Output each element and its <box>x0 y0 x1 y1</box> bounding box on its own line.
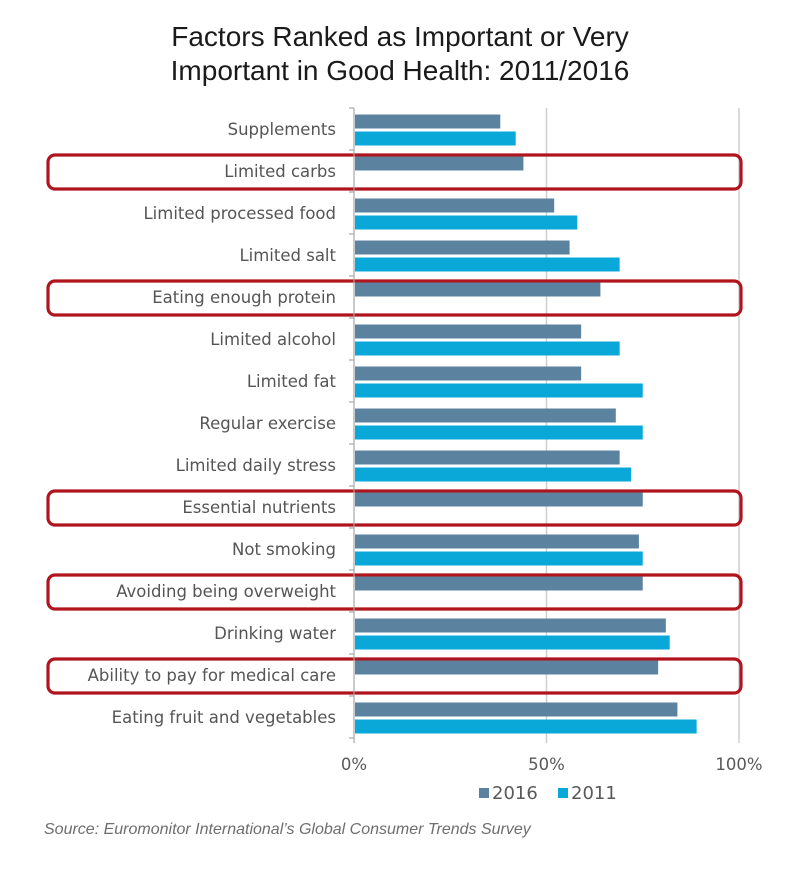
legend-swatch-2011 <box>558 788 568 798</box>
category-label: Limited alcohol <box>210 330 336 349</box>
legend-swatch-2016 <box>479 788 489 798</box>
category-label: Avoiding being overweight <box>116 582 336 601</box>
bar-2016 <box>355 450 620 465</box>
legend-label-2016: 2016 <box>492 783 538 804</box>
category-label: Eating fruit and vegetables <box>112 708 336 727</box>
bar-2016 <box>355 240 570 255</box>
category-label: Limited fat <box>247 372 337 391</box>
category-label: Limited daily stress <box>176 456 336 475</box>
bar-2011 <box>355 383 643 398</box>
highlight-box <box>46 657 743 695</box>
bar-2016 <box>355 114 501 129</box>
category-label: Essential nutrients <box>182 498 336 517</box>
category-label: Supplements <box>228 120 336 139</box>
category-label: Drinking water <box>214 624 336 643</box>
chart-title-line-1: Factors Ranked as Important or Very <box>171 21 629 52</box>
highlight-boxes <box>46 153 743 695</box>
bar-2016 <box>355 534 639 549</box>
highlight-box <box>46 279 743 317</box>
x-tick-label: 100% <box>715 755 762 774</box>
bar-2016 <box>355 618 666 633</box>
bar-2011 <box>355 425 643 440</box>
category-label: Ability to pay for medical care <box>88 666 336 685</box>
bar-2016 <box>355 660 659 675</box>
category-label: Limited carbs <box>224 162 336 181</box>
highlight-box <box>46 489 743 527</box>
bar-2016 <box>355 156 524 171</box>
bar-2011 <box>355 467 632 482</box>
bar-2016 <box>355 492 643 507</box>
bar-2011 <box>355 341 620 356</box>
x-tick-labels: 0% 50% 100% <box>341 755 763 774</box>
bar-2016 <box>355 576 643 591</box>
y-axis <box>349 107 355 743</box>
x-tick-label: 0% <box>341 755 367 774</box>
bar-2011 <box>355 635 670 650</box>
highlight-box <box>46 153 743 191</box>
source-note: Source: Euromonitor International’s Glob… <box>44 821 531 838</box>
bar-2011 <box>355 131 516 146</box>
category-label: Eating enough protein <box>152 288 336 307</box>
bar-2011 <box>355 551 643 566</box>
bar-2016 <box>355 702 678 717</box>
chart-title-line-2: Important in Good Health: 2011/2016 <box>170 55 630 86</box>
category-labels: Supplements Limited carbs Limited processe… <box>88 120 337 727</box>
category-label: Not smoking <box>232 540 336 559</box>
bar-2016 <box>355 366 582 381</box>
bar-2016 <box>355 408 616 423</box>
category-label: Limited processed food <box>143 204 336 223</box>
bars <box>355 114 697 734</box>
category-label: Regular exercise <box>199 414 336 433</box>
x-tick-label: 50% <box>528 755 565 774</box>
bar-2011 <box>355 215 578 230</box>
bar-2016 <box>355 282 601 297</box>
bar-2011 <box>355 257 620 272</box>
legend-label-2011: 2011 <box>571 783 617 804</box>
category-label: Limited salt <box>239 246 336 265</box>
bar-2011 <box>355 719 697 734</box>
highlight-box <box>46 573 743 611</box>
legend: 2016 2011 <box>479 783 617 804</box>
bar-2016 <box>355 198 555 213</box>
chart-title: Factors Ranked as Important or Very Impo… <box>0 20 800 88</box>
bar-2016 <box>355 324 582 339</box>
